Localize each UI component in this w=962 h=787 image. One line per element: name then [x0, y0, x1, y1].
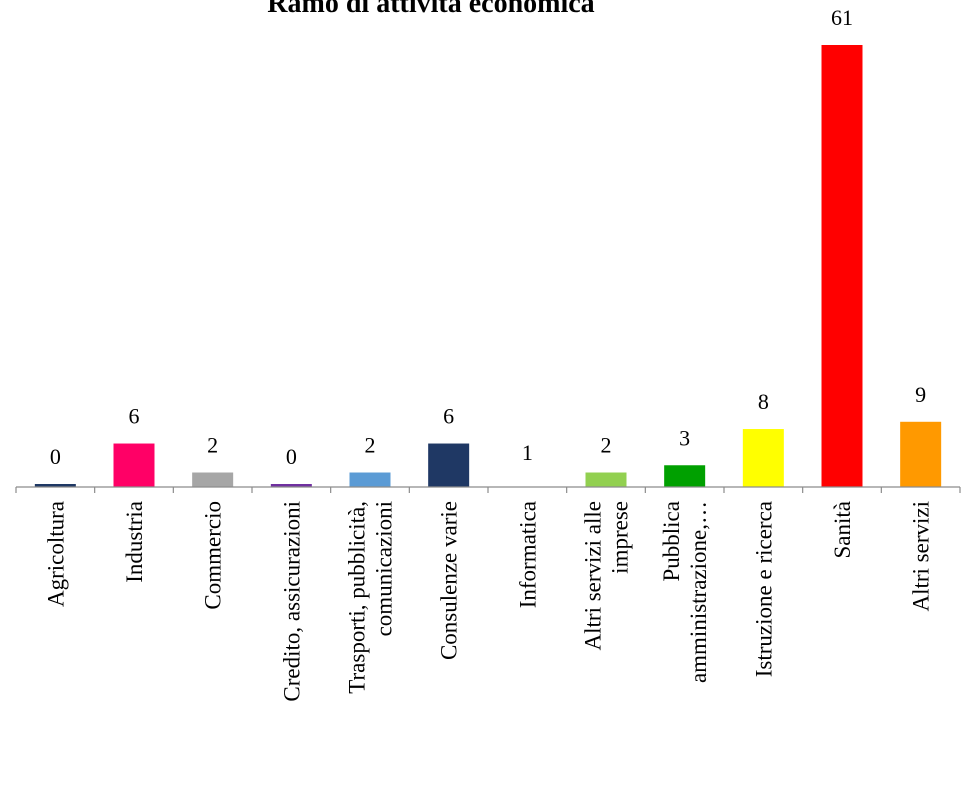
bar-8: [585, 472, 627, 487]
data-label: 61: [831, 5, 853, 30]
bar-2: [113, 443, 155, 487]
data-label: 1: [522, 440, 533, 465]
data-label: 2: [365, 433, 376, 458]
x-tick-label: Industria: [122, 501, 147, 583]
bar-1: [34, 484, 76, 487]
data-label: 8: [758, 389, 769, 414]
x-tick-label: Sanità: [830, 501, 855, 559]
x-tick-label: Agricoltura: [43, 501, 68, 607]
data-label: 0: [286, 444, 297, 469]
x-tick-label: Credito, assicurazioni: [279, 501, 304, 702]
x-tick-label: Altri servizi alleimprese: [581, 501, 633, 650]
bar-12: [900, 421, 942, 487]
x-tick-label: Consulenze varie: [437, 501, 462, 660]
data-label: 9: [915, 382, 926, 407]
x-tick-label: Commercio: [201, 501, 226, 610]
bar-3: [192, 472, 234, 487]
x-tick-label: Altri servizi: [909, 501, 934, 612]
x-tick-label: Trasporti, pubblicità,comunicazioni: [345, 501, 397, 694]
bar-4: [270, 484, 312, 487]
x-tick-label: Istruzione e ricerca: [751, 501, 776, 677]
ticks-layer: [15, 487, 961, 493]
chart-title: Ramo di attività economica: [267, 0, 594, 19]
bar-5: [349, 472, 391, 487]
x-tick-label: Informatica: [515, 501, 540, 608]
data-label: 6: [129, 404, 140, 429]
bar-10: [742, 429, 784, 487]
x-tick-label: Pubblicaamministrazione,…: [659, 501, 711, 683]
labels-layer: 0 Agricoltura 6 Industria 2 Commercio 0 Credito…: [43, 5, 933, 702]
bar-11: [821, 45, 863, 487]
bar-6: [428, 443, 470, 487]
data-label: 0: [50, 444, 61, 469]
bar-9: [664, 465, 706, 487]
data-label: 2: [601, 433, 612, 458]
data-label: 6: [443, 404, 454, 429]
data-label: 3: [679, 425, 690, 450]
bars-layer: [34, 45, 942, 487]
bar-7: [506, 479, 548, 487]
data-label: 2: [207, 433, 218, 458]
